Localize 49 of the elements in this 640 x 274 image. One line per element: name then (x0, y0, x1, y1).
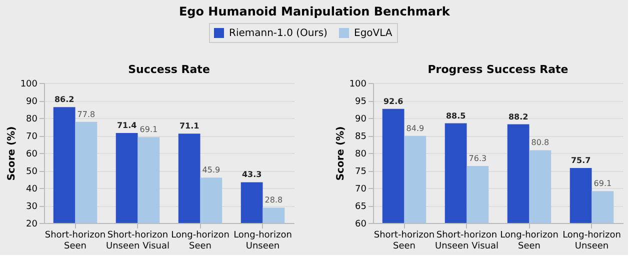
chart-title: Success Rate (128, 63, 210, 76)
y-tick-label: 80 (26, 114, 38, 124)
y-tick-label: 20 (26, 220, 38, 230)
y-tick-label: 70 (26, 132, 38, 142)
x-tick-label: Short-horizon Seen (44, 230, 106, 252)
legend-label: Riemann-1.0 (Ours) (229, 28, 328, 39)
y-tick-label: 40 (26, 184, 38, 194)
y-tick-label: 75 (355, 167, 366, 177)
x-tick-label: Long-horizon Unseen (562, 230, 621, 252)
data-label: 69.1 (594, 179, 612, 188)
y-tick-label: 95 (355, 97, 366, 107)
y-tick-label: 100 (20, 80, 38, 90)
data-label: 43.3 (242, 170, 262, 180)
data-label: 28.8 (264, 196, 283, 205)
data-label: 76.3 (468, 154, 487, 163)
y-tick-label: 65 (355, 202, 366, 212)
text: Ego Humanoid Manipulation Benchmark (178, 4, 451, 18)
data-label: 71.1 (179, 122, 200, 131)
data-label: 84.9 (406, 124, 424, 133)
x-tick-label: Short-horizon Unseen Visual (435, 230, 498, 252)
y-tick-label: 100 (349, 80, 367, 90)
x-tick-label: Long-horizon Unseen (234, 230, 292, 252)
y-tick-label: 85 (355, 132, 366, 142)
y-tick-label: 90 (355, 114, 367, 124)
data-label: 88.2 (508, 112, 528, 122)
y-tick-label: 70 (355, 184, 367, 194)
data-label: 77.8 (77, 110, 96, 119)
x-tick-label: Short-horizon Unseen Visual (106, 230, 170, 252)
y-axis-title: Score (%) (6, 126, 18, 181)
data-label: 92.6 (383, 96, 404, 106)
data-label: 88.5 (446, 111, 466, 120)
legend-label: EgoVLA (354, 28, 392, 39)
data-label: 45.9 (202, 166, 220, 175)
y-axis-title: Score (%) (335, 126, 346, 181)
data-label: 75.7 (570, 156, 591, 166)
y-tick-label: 90 (26, 97, 38, 107)
data-label: 80.8 (531, 138, 550, 148)
y-tick-label: 60 (26, 150, 38, 160)
x-tick-label: Short-horizon Seen (374, 230, 435, 252)
data-label: 71.4 (116, 121, 138, 130)
data-label: 69.1 (140, 125, 158, 134)
y-tick-label: 30 (26, 202, 38, 212)
x-tick-label: Long-horizon Seen (500, 230, 558, 252)
y-tick-label: 60 (355, 220, 367, 230)
x-tick-label: Long-horizon Seen (171, 230, 230, 252)
y-tick-label: 80 (355, 150, 367, 160)
y-tick-label: 50 (26, 167, 38, 177)
chart-title: Progress Success Rate (428, 63, 568, 76)
data-label: 86.2 (54, 95, 74, 104)
